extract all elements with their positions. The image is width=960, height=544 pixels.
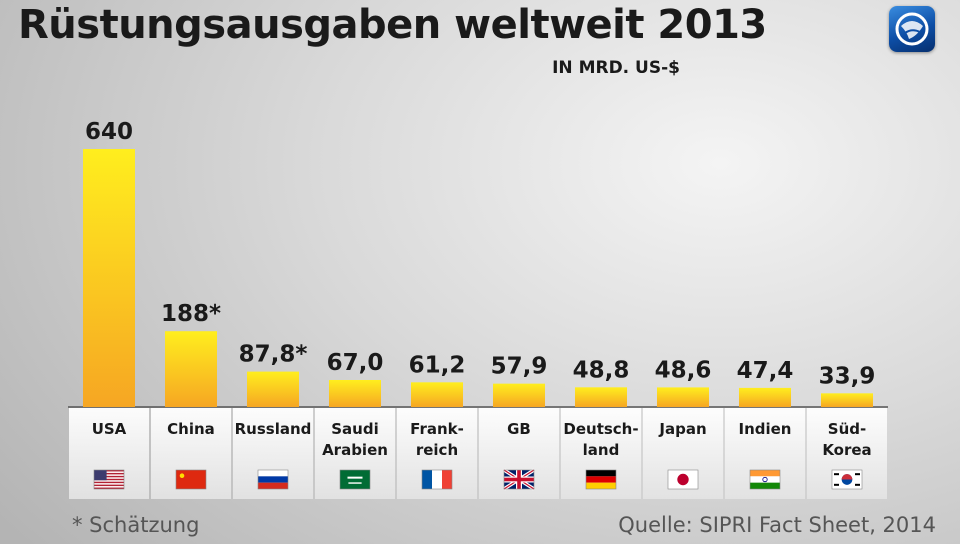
value-label: 61,2 — [409, 352, 466, 378]
bar — [329, 379, 381, 407]
category-label: Süd-Korea — [822, 420, 871, 459]
value-label: 48,6 — [655, 357, 712, 383]
us-flag-icon — [93, 469, 125, 490]
bar — [165, 331, 217, 407]
chart-unit: IN MRD. US-$ — [552, 58, 680, 78]
value-label: 188* — [161, 301, 221, 327]
bar — [493, 383, 545, 407]
saudi-arabia-flag-icon — [339, 469, 371, 490]
germany-flag-icon — [585, 469, 617, 490]
bar — [575, 387, 627, 407]
value-label: 87,8* — [239, 342, 308, 368]
tagesschau-logo-icon — [889, 6, 935, 52]
value-label: 33,9 — [819, 363, 876, 389]
bar — [739, 387, 791, 407]
france-flag-icon — [421, 469, 453, 490]
value-label: 67,0 — [327, 350, 384, 376]
china-flag-icon — [175, 469, 207, 490]
category-label: Russland — [235, 420, 312, 438]
value-label: 57,9 — [491, 354, 548, 380]
footnote: * Schätzung — [72, 513, 200, 537]
category-label: Frank-reich — [410, 420, 464, 459]
source-note: Quelle: SIPRI Fact Sheet, 2014 — [618, 513, 936, 537]
category-label: GB — [507, 420, 531, 438]
india-flag-icon — [749, 469, 781, 490]
japan-flag-icon — [667, 469, 699, 490]
category-label: USA — [92, 420, 127, 438]
category-label: Deutsch-land — [563, 420, 638, 459]
category-label: Indien — [739, 420, 792, 438]
bar — [411, 382, 463, 407]
category-label: China — [167, 420, 215, 438]
south-korea-flag-icon — [831, 469, 863, 490]
bar — [657, 387, 709, 407]
value-label: 48,8 — [573, 357, 630, 383]
bar — [821, 393, 873, 407]
chart-title: Rüstungsausgaben weltweit 2013 — [18, 2, 767, 48]
bar — [83, 149, 135, 407]
uk-flag-icon — [503, 468, 535, 491]
russia-flag-icon — [257, 469, 289, 490]
value-label: 640 — [85, 119, 133, 145]
value-label: 47,4 — [737, 358, 794, 384]
category-label: Japan — [658, 420, 706, 438]
category-label: Saudi Arabien — [322, 420, 388, 459]
bar — [247, 371, 299, 407]
